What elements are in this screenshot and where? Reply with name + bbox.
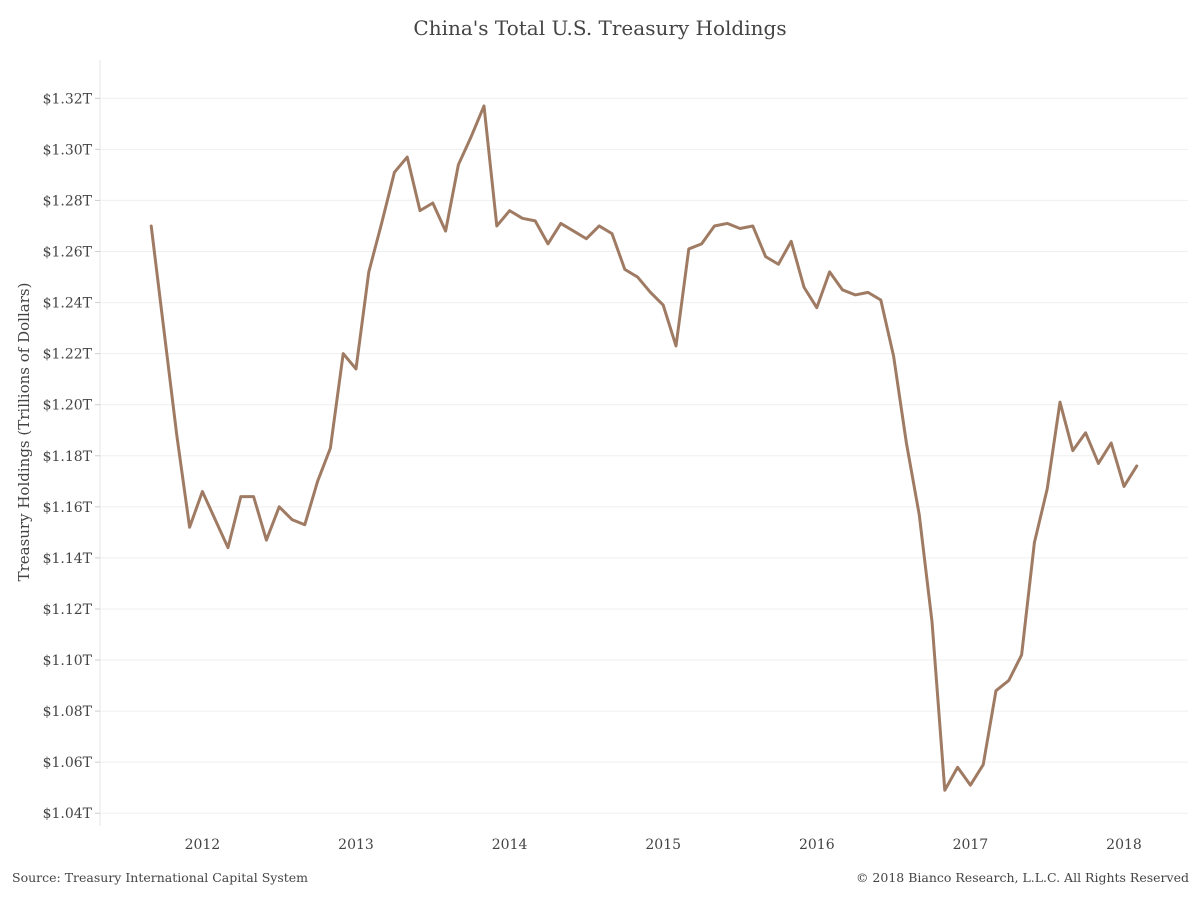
gridlines bbox=[99, 60, 1188, 826]
x-tick-label: 2013 bbox=[338, 837, 374, 853]
series-group bbox=[149, 104, 1139, 792]
y-tick-label: $1.06T bbox=[43, 755, 93, 771]
y-tick-label: $1.32T bbox=[43, 91, 93, 107]
y-tick-label: $1.12T bbox=[43, 602, 93, 618]
y-tick-label: $1.28T bbox=[43, 193, 93, 209]
y-tick-label: $1.14T bbox=[43, 551, 93, 567]
y-tick-label: $1.24T bbox=[43, 296, 93, 312]
x-tick-label: 2016 bbox=[799, 837, 835, 853]
x-tick-label: 2015 bbox=[645, 837, 681, 853]
y-tick-label: $1.04T bbox=[43, 806, 93, 822]
y-tick-label: $1.16T bbox=[43, 500, 93, 516]
source-note: Source: Treasury International Capital S… bbox=[12, 870, 309, 885]
chart-title: China's Total U.S. Treasury Holdings bbox=[413, 16, 787, 40]
y-tick-label: $1.20T bbox=[43, 398, 93, 414]
x-tick-label: 2012 bbox=[185, 837, 221, 853]
y-tick-label: $1.10T bbox=[43, 653, 93, 669]
y-tick-label: $1.30T bbox=[43, 142, 93, 158]
x-tick-label: 2014 bbox=[492, 837, 528, 853]
copyright-note: © 2018 Bianco Research, L.L.C. All Right… bbox=[855, 870, 1189, 885]
y-tick-label: $1.18T bbox=[43, 449, 93, 465]
y-tick-label: $1.08T bbox=[43, 704, 93, 720]
x-tick-label: 2017 bbox=[953, 837, 989, 853]
y-axis-ticks: $1.04T $1.06T $1.08T $1.10T $1.12T $1.14T $1.1… bbox=[43, 91, 100, 822]
x-tick-label: 2018 bbox=[1106, 837, 1142, 853]
x-axis-ticks: 2012 2013 2014 2015 2016 2017 2018 bbox=[185, 837, 1142, 853]
y-tick-label: $1.26T bbox=[43, 245, 93, 261]
y-tick-label: $1.22T bbox=[43, 347, 93, 363]
series-line bbox=[149, 104, 1139, 792]
